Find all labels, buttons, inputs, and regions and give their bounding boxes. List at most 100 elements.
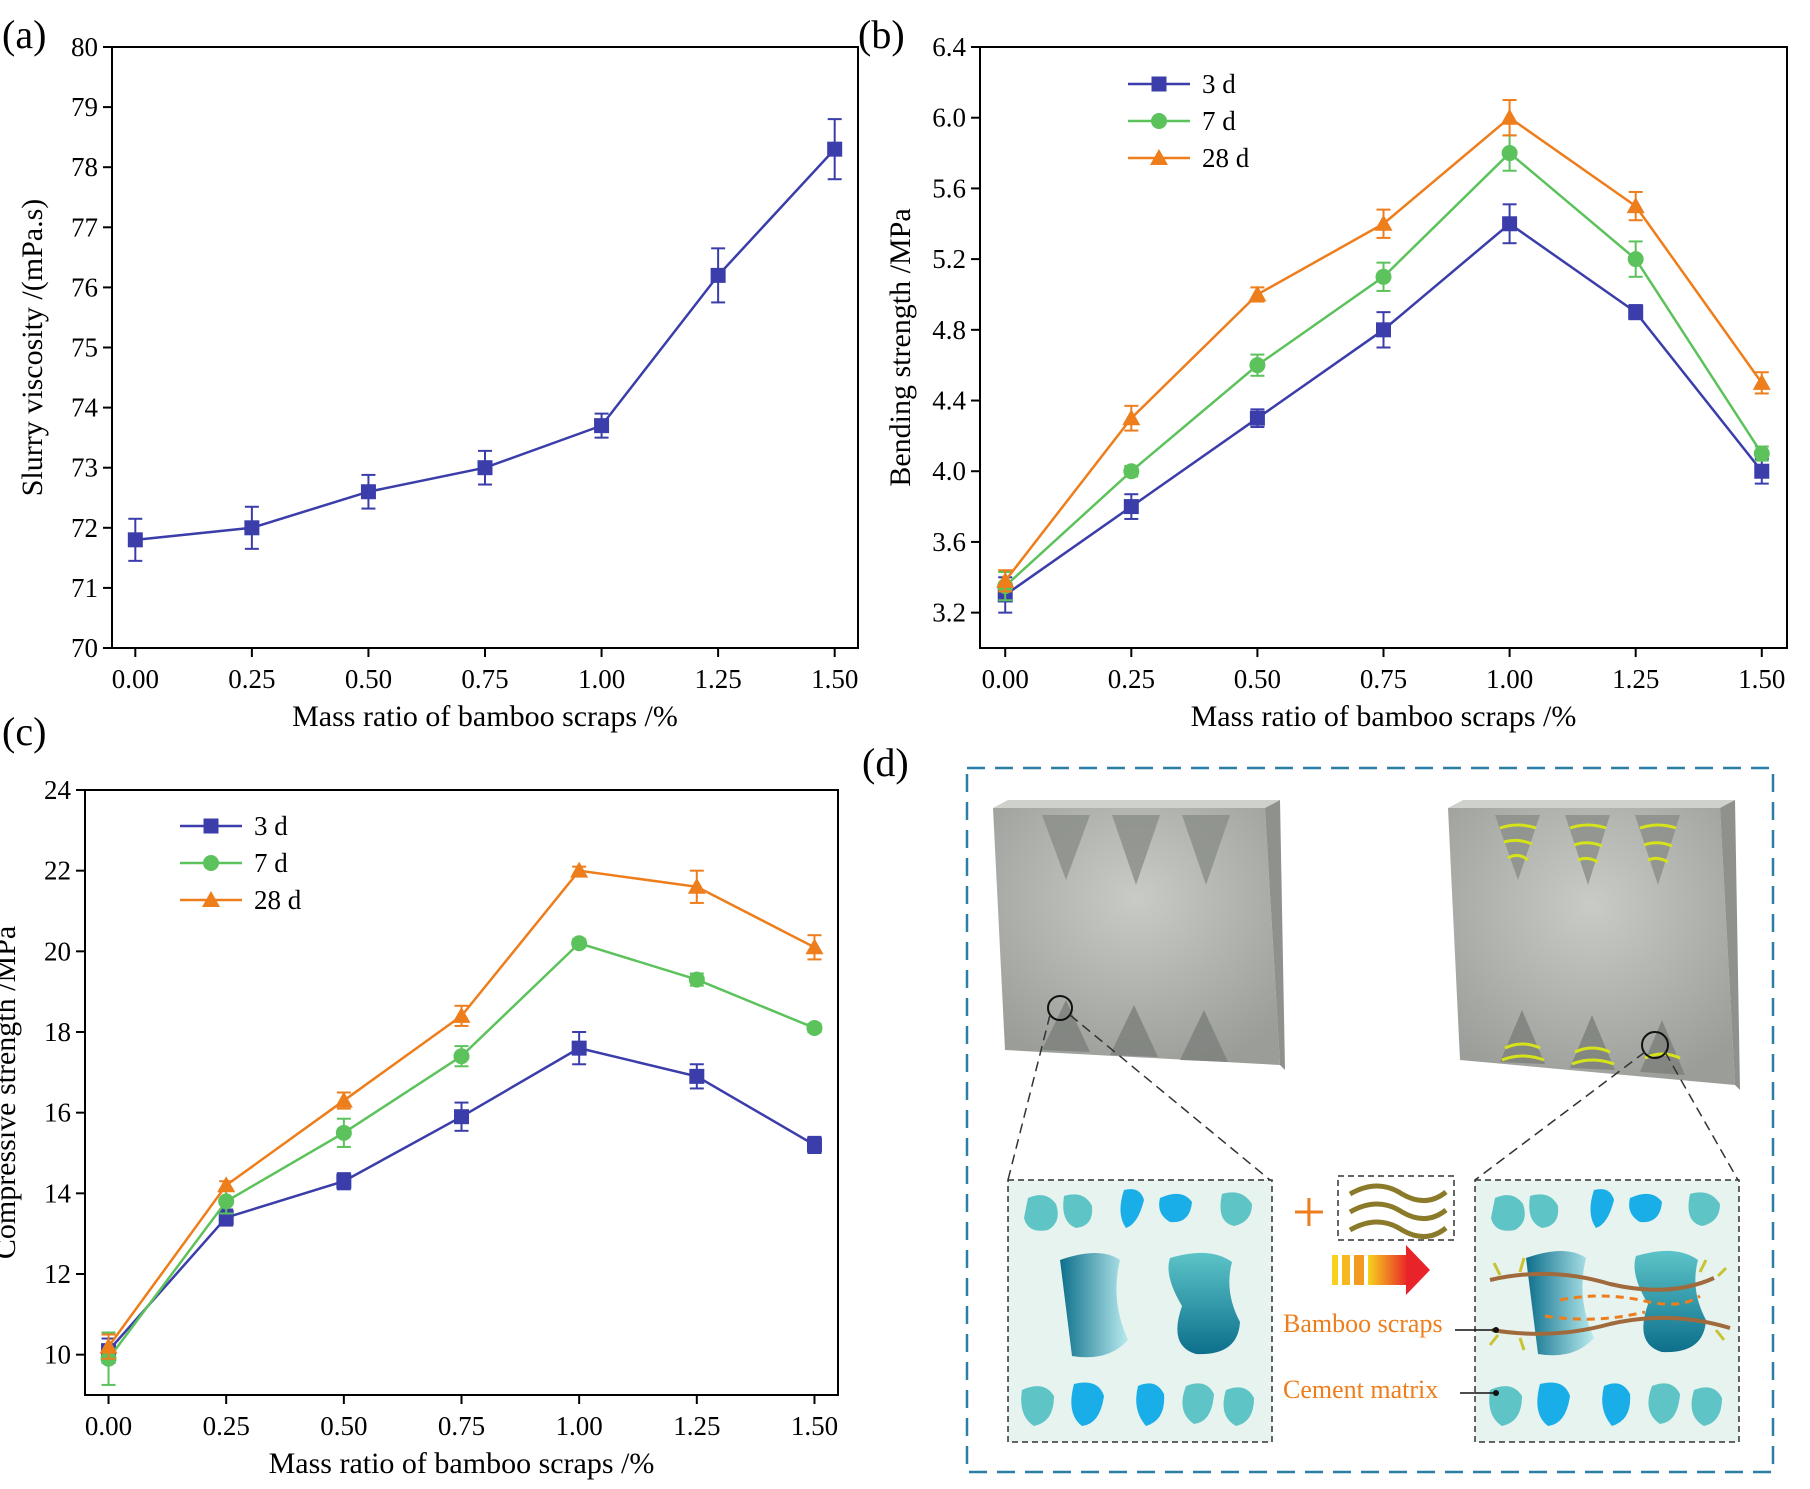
data-point xyxy=(454,1109,469,1125)
series-c-1 xyxy=(100,935,823,1386)
x-tick-label-c: 0.00 xyxy=(85,1411,132,1441)
data-point xyxy=(806,1019,823,1036)
data-point xyxy=(1627,251,1644,268)
y-tick-label-a: 79 xyxy=(71,92,98,122)
cement-block-with-bamboo xyxy=(1448,800,1740,1090)
data-point xyxy=(688,971,705,988)
y-tick-label-a: 80 xyxy=(71,32,98,62)
y-axis-label-c: Compressive strength /MPa xyxy=(0,926,22,1259)
y-tick-label-b: 4.0 xyxy=(932,456,966,486)
data-point xyxy=(710,267,726,283)
data-point xyxy=(571,1040,587,1056)
x-tick-label-b: 1.25 xyxy=(1612,664,1659,694)
panel-label-c: (c) xyxy=(2,709,46,754)
x-tick-label-a: 1.25 xyxy=(695,664,742,694)
data-point xyxy=(360,484,376,500)
y-tick-label-b: 5.2 xyxy=(932,244,966,274)
y-tick-label-a: 72 xyxy=(71,513,98,543)
y-tick-label-b: 4.4 xyxy=(932,386,966,416)
y-tick-label-c: 20 xyxy=(44,936,71,966)
x-tick-label-b: 0.00 xyxy=(982,664,1029,694)
x-tick-label-c: 0.75 xyxy=(438,1411,485,1441)
y-tick-label-b: 6.0 xyxy=(932,103,966,133)
data-point xyxy=(453,1048,470,1065)
data-point xyxy=(1501,145,1518,162)
y-tick-label-a: 77 xyxy=(71,212,98,242)
x-tick-label-a: 0.25 xyxy=(228,664,275,694)
bamboo-fibre-inset xyxy=(1337,1175,1455,1241)
x-axis-label-a: Mass ratio of bamboo scraps /% xyxy=(292,700,678,733)
panel-label-a: (a) xyxy=(2,12,46,57)
series-b-2 xyxy=(996,99,1771,593)
data-point xyxy=(99,1337,118,1354)
data-point xyxy=(334,1091,353,1108)
arrow-icon xyxy=(1332,1245,1430,1295)
diagram-frame xyxy=(965,766,1775,1474)
series-b-1 xyxy=(997,134,1770,602)
y-axis-label-b: Bending strength /MPa xyxy=(884,208,917,486)
data-point xyxy=(996,571,1015,588)
legend-marker xyxy=(1151,76,1167,92)
data-point xyxy=(1249,410,1265,426)
x-tick-label-c: 1.50 xyxy=(791,1411,838,1441)
data-point xyxy=(687,877,706,894)
data-point xyxy=(827,141,843,157)
x-axis-label-b: Mass ratio of bamboo scraps /% xyxy=(1191,700,1577,733)
chart-panel-b: 0.00 0.25 0.50 0.75 1.00 1.25 1.50 3.2 3.6 4.0 4.4… xyxy=(884,32,1788,733)
series-line xyxy=(1004,116,1763,582)
data-point xyxy=(477,460,493,476)
legend-label: 28 d xyxy=(1202,143,1250,173)
data-point xyxy=(1628,304,1644,320)
data-point xyxy=(217,1176,236,1193)
data-point xyxy=(127,532,143,548)
data-point xyxy=(1249,357,1266,374)
legend-marker xyxy=(203,818,219,834)
legend-marker xyxy=(1150,149,1168,165)
bamboo-scraps-label: Bamboo scraps xyxy=(1283,1309,1443,1338)
y-tick-label-c: 18 xyxy=(44,1017,71,1047)
inset-cement-with-bamboo xyxy=(1474,1179,1740,1443)
y-tick-label-a: 76 xyxy=(71,272,98,302)
data-point xyxy=(594,418,610,434)
y-tick-label-a: 70 xyxy=(71,633,98,663)
data-point xyxy=(806,1137,822,1153)
y-tick-label-c: 22 xyxy=(44,856,71,886)
data-point xyxy=(689,1068,705,1084)
x-tick-label-b: 1.50 xyxy=(1738,664,1785,694)
x-tick-label-c: 0.25 xyxy=(203,1411,250,1441)
data-point xyxy=(244,520,260,536)
cement-block-plain xyxy=(993,800,1285,1070)
x-tick-label-a: 1.50 xyxy=(811,664,858,694)
x-tick-label-b: 0.25 xyxy=(1108,664,1155,694)
x-tick-label-a: 0.00 xyxy=(112,664,159,694)
data-point xyxy=(805,938,824,955)
x-axis-label-c: Mass ratio of bamboo scraps /% xyxy=(269,1447,655,1480)
schematic-diagram: + xyxy=(965,766,1775,1474)
data-point xyxy=(570,861,589,878)
y-tick-label-c: 16 xyxy=(44,1098,71,1128)
data-point xyxy=(1375,268,1392,285)
y-tick-label-c: 24 xyxy=(44,775,72,805)
cement-matrix-label: Cement matrix xyxy=(1283,1375,1438,1404)
data-point xyxy=(1376,322,1391,338)
legend-label: 7 d xyxy=(254,848,288,878)
data-point xyxy=(1753,445,1770,462)
legend-label: 3 d xyxy=(1202,69,1236,99)
y-tick-label-b: 5.6 xyxy=(932,173,966,203)
data-point xyxy=(218,1193,235,1210)
series-a-0 xyxy=(127,118,843,562)
y-axis-label-a: Slurry viscosity /(mPa.s) xyxy=(16,199,49,497)
plus-sign: + xyxy=(1292,1179,1326,1245)
legend-label: 3 d xyxy=(254,811,288,841)
chart-panel-a: 0.00 0.25 0.50 0.75 1.00 1.25 1.50 70 71 72 73 74 75… xyxy=(16,32,859,733)
legend-label: 7 d xyxy=(1202,106,1236,136)
data-point xyxy=(1123,499,1139,515)
y-tick-label-a: 74 xyxy=(71,393,99,423)
y-tick-label-b: 3.2 xyxy=(932,598,966,628)
data-point xyxy=(571,935,588,952)
x-tick-label-b: 0.75 xyxy=(1360,664,1407,694)
panel-label-b: (b) xyxy=(858,12,905,57)
data-point xyxy=(1626,197,1645,214)
x-tick-label-c: 1.00 xyxy=(556,1411,603,1441)
legend-marker xyxy=(202,891,220,907)
